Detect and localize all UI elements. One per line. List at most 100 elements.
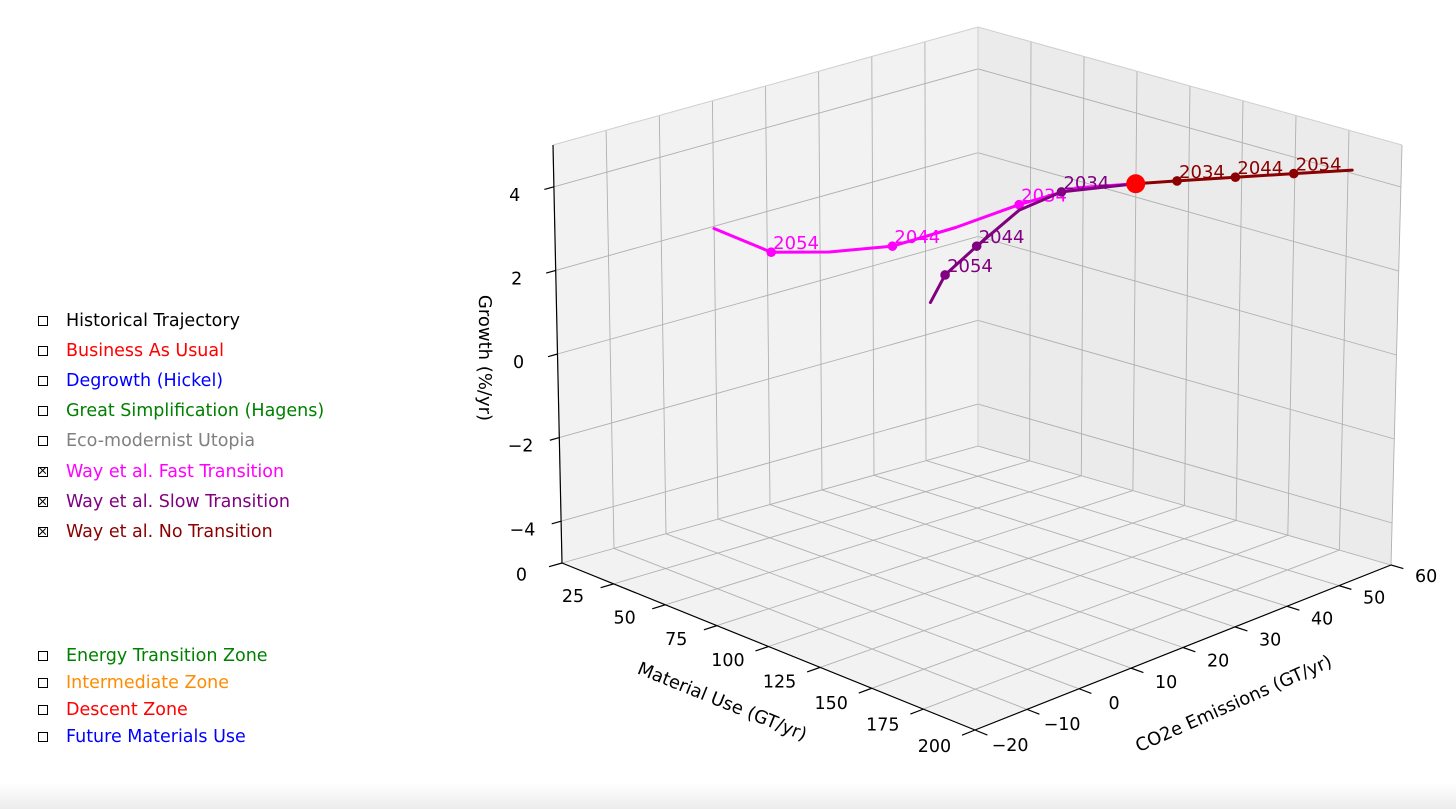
legend-item-way-et-al-slow-transition[interactable]: Way et al. Slow Transition: [36, 487, 324, 517]
grid-line-y: [765, 85, 1184, 648]
legend-label: Great Simplification (Hagens): [66, 401, 325, 422]
legend-label: Way et al. Slow Transition: [66, 491, 290, 512]
z-tick: [551, 520, 562, 525]
legend-item-energy-transition-zone[interactable]: Energy Transition Zone: [36, 642, 268, 669]
series-marker: [887, 241, 898, 251]
legend-checkbox[interactable]: [38, 436, 48, 447]
legend-scenarios: Historical Trajectory Business As Usual De…: [36, 306, 324, 547]
legend-item-degrowth-hickel[interactable]: Degrowth (Hickel): [36, 366, 324, 396]
z-tick: [547, 353, 558, 358]
x-tick-label: 100: [711, 651, 744, 671]
current-point-marker: [1126, 174, 1146, 194]
legend-checkbox[interactable]: [38, 704, 48, 715]
series-year-label: 2054: [773, 233, 819, 254]
x-tick: [910, 708, 924, 715]
legend-item-future-materials-use[interactable]: Future Materials Use: [36, 723, 268, 750]
legend-item-intermediate-zone[interactable]: Intermediate Zone: [36, 669, 268, 696]
legend-checkbox[interactable]: [38, 316, 48, 327]
y-tick: [1234, 626, 1248, 632]
grid-line-y: [818, 71, 1236, 628]
y-tick-label: 40: [1311, 609, 1333, 629]
series-marker: [1014, 199, 1024, 210]
z-tick-label: 2: [511, 269, 522, 289]
legend-item-way-et-al-fast-transition[interactable]: Way et al. Fast Transition: [36, 456, 324, 486]
series-marker: [940, 270, 950, 280]
z-axis-title: Growth (%/yr): [474, 295, 495, 421]
legend-item-business-as-usual[interactable]: Business As Usual: [36, 336, 324, 366]
legend-checkbox[interactable]: [38, 731, 48, 742]
grid-line-y: [658, 115, 1080, 690]
z-tick: [549, 437, 560, 441]
series-marker: [1230, 172, 1241, 183]
legend-label: Energy Transition Zone: [66, 645, 268, 666]
series-year-label: 2054: [947, 256, 993, 277]
y-tick: [1286, 605, 1300, 611]
grid-line-y: [871, 56, 1288, 607]
series-year-label: 2044: [1237, 158, 1283, 179]
legend-label: Degrowth (Hickel): [66, 371, 224, 392]
legend-label: Historical Trajectory: [66, 311, 240, 332]
z-tick-label: 4: [509, 186, 520, 206]
series-marker: [1056, 187, 1067, 197]
legend-checkbox[interactable]: [38, 650, 48, 661]
legend-checkbox[interactable]: [38, 526, 48, 537]
series-marker: [971, 241, 982, 251]
y-tick-label: 20: [1207, 652, 1229, 672]
floor-pane: [562, 446, 1391, 730]
z-tick: [546, 269, 556, 274]
x-tick-label: 0: [516, 565, 527, 585]
legend-label: Business As Usual: [66, 341, 224, 362]
x-tick-label: 150: [814, 694, 847, 714]
y-tick-label: −20: [992, 736, 1029, 756]
grid-line-y: [711, 100, 1132, 669]
legend-item-great-simplification-hagens[interactable]: Great Simplification (Hagens): [36, 396, 324, 426]
y-tick: [1026, 708, 1040, 715]
legend-label: Descent Zone: [66, 699, 188, 720]
x-tick-label: 175: [866, 716, 899, 736]
series-year-label: 2054: [1296, 155, 1342, 176]
series-year-label: 2044: [979, 227, 1025, 248]
y-tick-label: 50: [1363, 588, 1385, 608]
x-tick-label: 125: [763, 673, 796, 693]
x-tick: [548, 562, 563, 568]
series-marker: [1288, 168, 1299, 179]
series-year-label: 2044: [894, 227, 940, 248]
legend-checkbox[interactable]: [38, 346, 48, 357]
legend-item-historical-trajectory[interactable]: Historical Trajectory: [36, 306, 324, 336]
y-tick: [1338, 585, 1352, 590]
legend-zones: Energy Transition Zone Intermediate Zone D…: [36, 642, 268, 750]
legend-checkbox[interactable]: [38, 376, 48, 387]
y-tick-label: 10: [1155, 673, 1177, 693]
y-tick: [1078, 688, 1092, 694]
series-year-label: 2034: [1021, 186, 1067, 207]
x-axis-title: Material Use (GT/yr): [634, 658, 809, 745]
y-tick-label: 60: [1415, 567, 1437, 587]
legend-item-descent-zone[interactable]: Descent Zone: [36, 696, 268, 723]
legend-checkbox[interactable]: [38, 466, 48, 477]
legend-checkbox[interactable]: [38, 496, 48, 507]
x-tick-label: 200: [918, 737, 951, 757]
grid-line-y: [924, 41, 1340, 587]
series-marker: [766, 247, 776, 257]
series-year-label: 2034: [1063, 173, 1109, 194]
x-tick: [961, 729, 976, 736]
legend-checkbox[interactable]: [38, 406, 48, 417]
x-tick: [652, 604, 666, 610]
y-tick: [1182, 646, 1196, 653]
legend-item-eco-modernist-utopia[interactable]: Eco-modernist Utopia: [36, 426, 324, 456]
legend-label: Way et al. No Transition: [66, 521, 273, 542]
y-tick: [974, 729, 988, 736]
legend-label: Eco-modernist Utopia: [66, 431, 256, 452]
x-tick-label: 50: [614, 608, 636, 628]
z-tick-label: 0: [513, 353, 524, 373]
legend-label: Way et al. Fast Transition: [66, 461, 285, 482]
y-tick: [1130, 667, 1144, 674]
legend-item-way-et-al-no-transition[interactable]: Way et al. No Transition: [36, 517, 324, 547]
y-tick-label: 0: [1109, 694, 1120, 714]
grid-line-y: [605, 130, 1028, 710]
x-tick: [806, 666, 821, 673]
z-tick: [544, 186, 555, 191]
x-tick: [600, 583, 614, 589]
legend-checkbox[interactable]: [38, 677, 48, 688]
